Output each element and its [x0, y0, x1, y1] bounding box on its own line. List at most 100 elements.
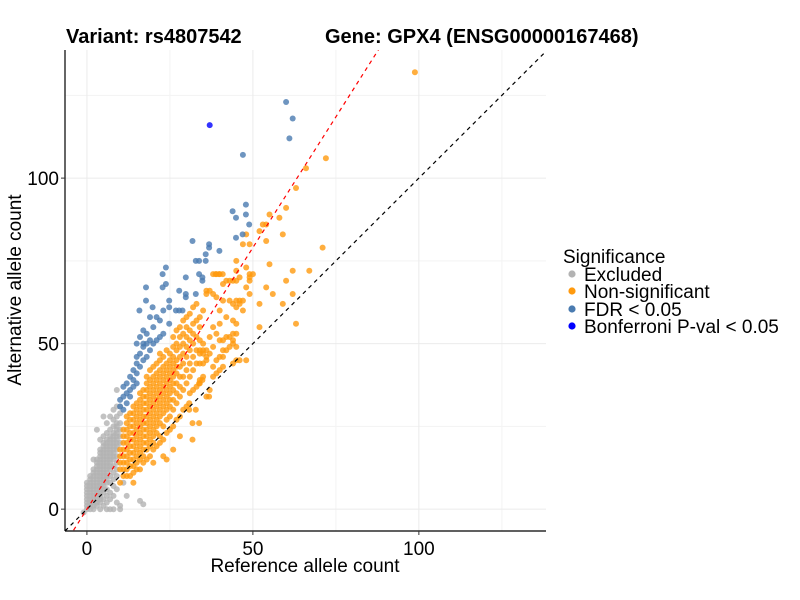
data-point	[117, 479, 124, 486]
data-point	[166, 413, 173, 420]
legend-key-bonferroni	[568, 322, 576, 330]
data-point	[192, 291, 199, 297]
data-point	[293, 320, 299, 327]
data-point	[256, 300, 263, 307]
data-point	[143, 284, 149, 291]
data-point	[233, 343, 240, 350]
data-point	[186, 347, 193, 354]
data-point	[166, 297, 173, 304]
data-point	[223, 314, 230, 321]
data-point	[170, 334, 177, 340]
data-point	[236, 357, 243, 364]
x-tick-label: 100	[403, 539, 435, 560]
data-point	[206, 122, 213, 129]
legend-label-non-significant: Non-significant	[584, 282, 710, 303]
data-point	[180, 360, 187, 367]
data-point	[229, 208, 236, 215]
data-point	[183, 367, 190, 374]
data-point	[411, 69, 418, 76]
y-tick-label: 0	[48, 500, 59, 521]
data-point	[239, 297, 246, 304]
plot-panel	[65, 50, 546, 531]
data-point	[170, 446, 177, 453]
data-point	[263, 238, 270, 244]
reference-lines	[65, 50, 546, 531]
y-tick-label: 100	[27, 169, 59, 190]
data-point	[166, 320, 173, 327]
data-point	[113, 486, 120, 493]
data-point	[246, 241, 253, 248]
y-tick-label: 50	[38, 335, 59, 356]
data-point	[266, 261, 273, 268]
data-point	[216, 320, 223, 327]
data-point	[246, 291, 253, 297]
data-point	[289, 291, 296, 297]
data-point	[160, 307, 167, 314]
data-point	[202, 257, 209, 264]
data-point	[216, 247, 223, 254]
data-point	[190, 353, 197, 360]
data-point	[199, 274, 206, 281]
data-point	[149, 304, 156, 311]
data-point	[186, 360, 193, 367]
data-point	[123, 380, 130, 387]
legend-label-bonferroni: Bonferroni P-val < 0.05	[584, 317, 779, 338]
data-point	[160, 353, 167, 360]
data-point	[147, 453, 153, 460]
legend-key-fdr	[568, 305, 576, 313]
data-point	[249, 271, 256, 278]
data-point	[306, 267, 313, 274]
data-point	[162, 264, 169, 271]
reference-line-expected-ratio	[72, 50, 380, 531]
data-point	[160, 330, 167, 337]
data-point	[160, 453, 167, 460]
data-point	[166, 304, 173, 311]
data-point	[200, 340, 207, 347]
data-point	[239, 307, 246, 314]
data-point	[192, 406, 199, 413]
data-point	[156, 317, 163, 324]
data-point	[120, 406, 127, 413]
data-point	[147, 347, 153, 354]
data-point	[239, 151, 246, 158]
data-point	[210, 324, 217, 331]
data-point	[183, 353, 190, 360]
legend-key-excluded	[568, 270, 576, 278]
data-point	[113, 387, 120, 393]
data-point	[110, 492, 117, 499]
data-point	[283, 277, 290, 284]
x-tick-label: 50	[242, 539, 263, 560]
data-point	[206, 393, 213, 400]
data-point	[286, 135, 293, 142]
y-axis-title: Alternative allele count	[5, 194, 26, 386]
axis-ticks: 0 50 100 0 50 100	[27, 169, 434, 560]
data-point	[206, 350, 213, 357]
data-point	[233, 214, 239, 221]
data-point	[233, 257, 240, 264]
data-point	[236, 274, 243, 281]
data-point	[186, 406, 193, 413]
data-point	[206, 334, 213, 340]
data-point	[283, 204, 290, 211]
data-point	[159, 271, 166, 278]
data-point	[143, 297, 149, 304]
data-point	[266, 211, 273, 218]
data-point	[206, 241, 213, 248]
data-point	[289, 115, 296, 122]
legend-title: Significance	[563, 247, 665, 268]
data-point	[189, 238, 196, 244]
data-point	[137, 466, 143, 473]
data-point	[199, 377, 206, 383]
data-point	[233, 330, 240, 337]
data-point	[276, 214, 283, 221]
data-point	[319, 244, 326, 251]
data-point	[269, 291, 276, 297]
data-point	[202, 251, 209, 258]
data-point	[213, 330, 220, 337]
data-point	[107, 506, 114, 513]
data-point	[190, 367, 197, 374]
data-point	[243, 284, 250, 291]
data-point	[256, 228, 263, 235]
data-point	[176, 287, 183, 294]
data-point	[230, 337, 236, 344]
